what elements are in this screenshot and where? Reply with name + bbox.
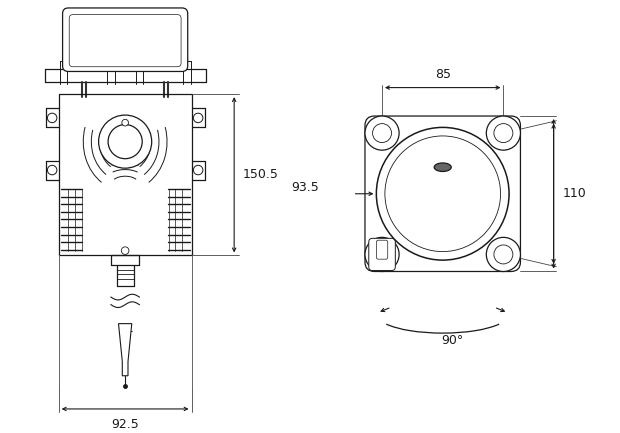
FancyBboxPatch shape bbox=[376, 240, 388, 259]
Text: 90°: 90° bbox=[441, 334, 463, 347]
FancyBboxPatch shape bbox=[63, 8, 188, 71]
Circle shape bbox=[486, 237, 520, 271]
Circle shape bbox=[122, 120, 128, 126]
FancyBboxPatch shape bbox=[369, 238, 396, 271]
Circle shape bbox=[494, 123, 513, 142]
Polygon shape bbox=[118, 323, 132, 376]
Text: 150.5: 150.5 bbox=[243, 168, 278, 181]
Text: 93.5: 93.5 bbox=[292, 181, 319, 194]
Circle shape bbox=[99, 115, 152, 168]
Circle shape bbox=[486, 116, 520, 150]
FancyBboxPatch shape bbox=[365, 116, 520, 271]
Circle shape bbox=[494, 245, 513, 264]
Circle shape bbox=[373, 123, 391, 142]
Ellipse shape bbox=[434, 163, 451, 171]
Circle shape bbox=[365, 116, 399, 150]
Circle shape bbox=[376, 127, 509, 260]
Circle shape bbox=[47, 165, 57, 175]
Circle shape bbox=[122, 247, 129, 255]
Circle shape bbox=[385, 136, 500, 252]
FancyBboxPatch shape bbox=[69, 15, 181, 67]
Text: 110: 110 bbox=[562, 187, 587, 200]
Circle shape bbox=[108, 125, 142, 158]
Text: 92.5: 92.5 bbox=[111, 417, 139, 430]
Circle shape bbox=[47, 113, 57, 123]
Circle shape bbox=[365, 237, 399, 271]
Circle shape bbox=[193, 113, 203, 123]
Text: 85: 85 bbox=[435, 68, 451, 81]
Circle shape bbox=[193, 165, 203, 175]
